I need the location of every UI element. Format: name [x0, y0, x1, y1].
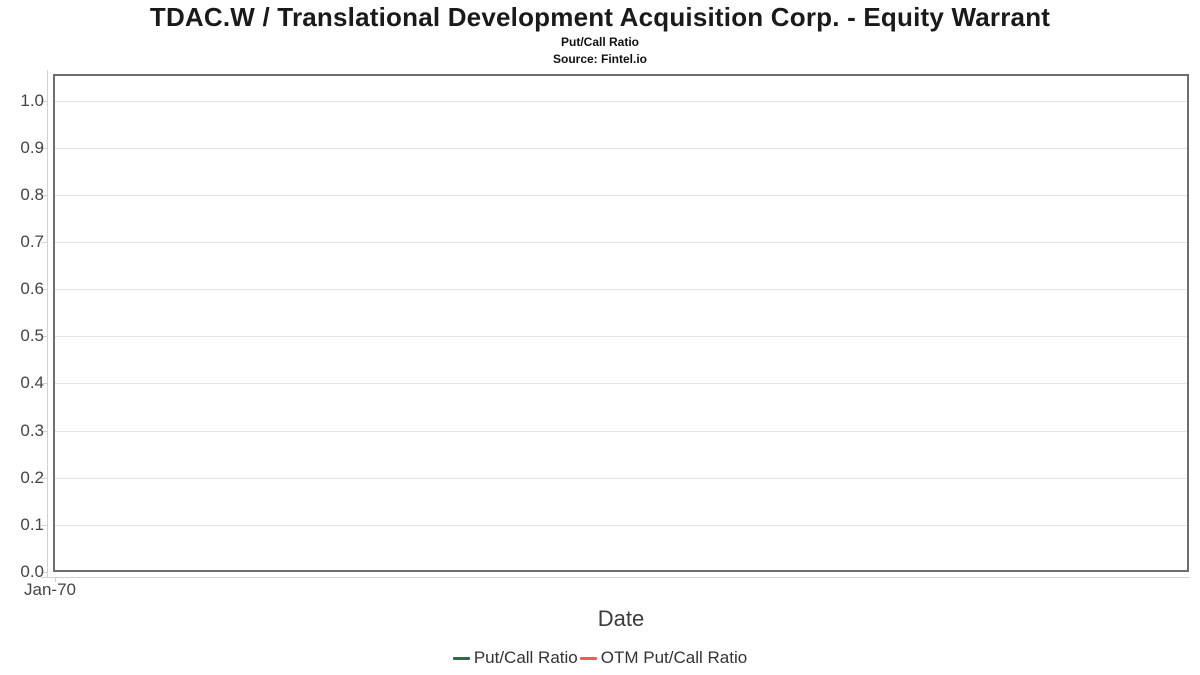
y-tick-label: 1.0 — [20, 90, 44, 110]
y-axis-tick — [41, 383, 47, 385]
y-tick-label: 0.5 — [20, 326, 44, 346]
legend-line-swatch — [452, 656, 470, 660]
y-gridline — [55, 100, 1187, 102]
y-tick-label: 0.7 — [20, 231, 44, 251]
y-tick-label: 0.8 — [20, 184, 44, 204]
x-axis-title: Date — [597, 606, 645, 631]
x-axis-line — [41, 577, 1190, 578]
y-axis-tick — [41, 241, 47, 243]
y-tick-label: 0.9 — [20, 137, 44, 157]
y-gridline — [55, 524, 1187, 526]
y-axis-tick — [41, 430, 47, 432]
y-gridline — [55, 147, 1187, 149]
y-gridline — [55, 430, 1187, 432]
y-axis-tick — [41, 477, 47, 479]
y-gridline — [55, 289, 1187, 291]
legend-label: OTM Put/Call Ratio — [600, 648, 748, 667]
y-axis-tick — [41, 336, 47, 338]
y-axis-tick — [41, 147, 47, 149]
legend-item[interactable]: Put/Call Ratio — [452, 648, 578, 668]
legend-line-swatch — [579, 656, 597, 660]
y-tick-label: 0.6 — [20, 279, 44, 299]
y-axis-tick — [41, 194, 47, 196]
legend-item[interactable]: OTM Put/Call Ratio — [579, 648, 748, 668]
y-axis-line — [47, 70, 48, 577]
y-tick-label: 0.1 — [20, 514, 44, 534]
y-gridline — [55, 336, 1187, 338]
y-axis-tick — [41, 100, 47, 102]
chart-subtitle: Put/Call Ratio — [560, 35, 639, 49]
x-tick-label: Jan-70 — [24, 580, 76, 599]
chart-source-label: Source: Fintel.io — [552, 52, 647, 66]
y-axis-tick — [41, 524, 47, 526]
plot-area — [53, 74, 1189, 572]
x-axis-tick — [55, 577, 56, 582]
y-axis-tick — [41, 289, 47, 291]
y-tick-label: 0.0 — [20, 562, 44, 581]
y-tick-label: 0.2 — [20, 467, 44, 487]
chart-legend: Put/Call Ratio OTM Put/Call Ratio — [0, 648, 1200, 668]
y-axis-tick — [41, 572, 47, 573]
y-gridline — [55, 241, 1187, 243]
legend-label: Put/Call Ratio — [473, 648, 578, 667]
y-gridline — [55, 194, 1187, 196]
chart-title: TDAC.W / Translational Development Acqui… — [149, 2, 1051, 32]
y-tick-label: 0.4 — [20, 373, 44, 393]
y-gridline — [55, 477, 1187, 479]
y-gridline — [55, 383, 1187, 385]
y-tick-label: 0.3 — [20, 420, 44, 440]
